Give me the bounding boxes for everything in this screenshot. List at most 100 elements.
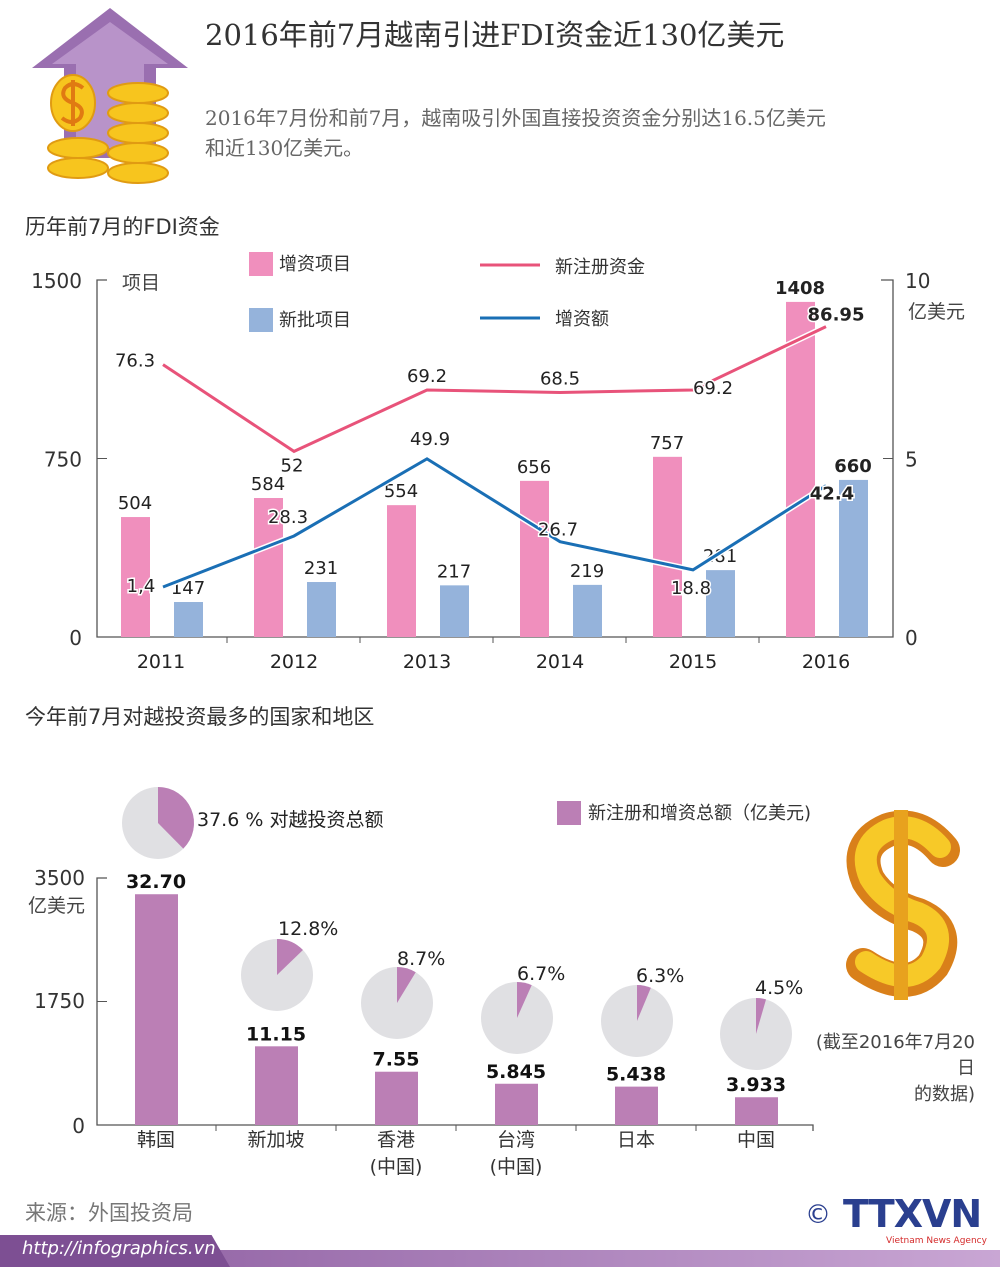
line-label: 18.8 bbox=[671, 578, 711, 599]
line-label: 28.3 bbox=[268, 507, 308, 528]
x-tick-label: (中国) bbox=[370, 1156, 423, 1178]
line-label: 69.2 bbox=[693, 378, 733, 399]
bar-label: 504 bbox=[118, 493, 152, 514]
rising-arrow-coins-icon bbox=[32, 8, 188, 184]
y-axis-label: 亿美元 bbox=[28, 895, 85, 917]
right-tick-label: 10 bbox=[905, 269, 930, 293]
bar-label: 584 bbox=[251, 474, 285, 495]
legend-swatch bbox=[557, 801, 581, 825]
bar-label: 281 bbox=[703, 546, 737, 567]
legend-label: 新批项目 bbox=[279, 310, 351, 331]
subtitle-line-1: 2016年7月份和前7月，越南吸引外国直接投资资金分别达16.5亿美元 bbox=[205, 106, 826, 130]
left-tick-label: 750 bbox=[44, 448, 82, 472]
bar-增资项目 bbox=[387, 505, 416, 637]
legend-label: 新注册资金 bbox=[555, 257, 645, 278]
legend-swatch-增资项目 bbox=[249, 252, 273, 276]
axes bbox=[96, 877, 814, 1131]
ttxvn-logo: TTXVN bbox=[843, 1192, 982, 1236]
right-tick-label: 5 bbox=[905, 448, 918, 472]
x-tick-label: 日本 bbox=[617, 1129, 655, 1151]
bar-label: 660 bbox=[834, 456, 872, 477]
website-link[interactable]: http://infographics.vn bbox=[22, 1238, 216, 1259]
bar-增资项目 bbox=[786, 301, 815, 637]
bar bbox=[255, 1046, 298, 1125]
bar-新批项目 bbox=[307, 582, 336, 637]
y-tick-label: 0 bbox=[72, 1114, 85, 1138]
bar-label: 7.55 bbox=[373, 1049, 420, 1071]
x-tick-label: 韩国 bbox=[137, 1129, 175, 1151]
pie-share-label: 6.7% bbox=[517, 963, 565, 985]
left-axis-label: 项目 bbox=[122, 272, 160, 294]
y-tick-label: 1750 bbox=[34, 989, 85, 1013]
line-label: 52 bbox=[281, 455, 304, 476]
line-新注册资金 bbox=[162, 325, 827, 454]
bar-增资项目 bbox=[254, 498, 283, 637]
line-增资额 bbox=[162, 457, 827, 589]
legend-label: 增资额 bbox=[555, 309, 609, 330]
line-label: 26.7 bbox=[538, 520, 578, 541]
line-label: 49.9 bbox=[410, 429, 450, 450]
bar bbox=[735, 1097, 778, 1125]
pie-slice bbox=[756, 998, 767, 1034]
logo-subtitle: Vietnam News Agency bbox=[884, 1236, 989, 1246]
axes bbox=[96, 279, 894, 638]
legend-swatch-新批项目 bbox=[249, 308, 273, 332]
legend-label: 增资项目 bbox=[279, 254, 351, 275]
x-tick-label: 台湾 bbox=[497, 1129, 535, 1151]
data-date-note: (截至2016年7月20日 的数据) bbox=[800, 1030, 975, 1108]
x-tick-label: 2011 bbox=[137, 651, 185, 673]
bar-label: 5.845 bbox=[486, 1061, 546, 1083]
pie-share-label: 12.8% bbox=[278, 918, 338, 940]
bar-新批项目 bbox=[440, 585, 469, 637]
bar-label: 231 bbox=[304, 558, 338, 579]
bar-增资项目 bbox=[653, 456, 682, 637]
left-tick-label: 1500 bbox=[31, 269, 82, 293]
bar-label: 554 bbox=[384, 481, 418, 502]
bar-label: 217 bbox=[437, 561, 471, 582]
x-tick-label: 2015 bbox=[669, 651, 717, 673]
x-tick-label: 2016 bbox=[802, 651, 850, 673]
line-label: 68.5 bbox=[540, 368, 580, 389]
pie-share-label: 6.3% bbox=[636, 965, 684, 987]
x-tick-label: (中国) bbox=[490, 1156, 543, 1178]
bar-label: 219 bbox=[570, 561, 604, 582]
pie-share-label: 4.5% bbox=[755, 977, 803, 999]
note-line-1: (截至2016年7月20日 bbox=[815, 1032, 975, 1079]
bar bbox=[615, 1086, 658, 1125]
bar-label: 757 bbox=[650, 433, 684, 454]
note-line-2: 的数据) bbox=[913, 1084, 975, 1105]
bar-label: 656 bbox=[517, 457, 551, 478]
footer-band bbox=[0, 1250, 1000, 1267]
bar-增资项目 bbox=[520, 480, 549, 637]
pie-share-label: 37.6 % 对越投资总额 bbox=[197, 809, 383, 831]
page-title: 2016年前7月越南引进FDI资金近130亿美元 bbox=[205, 18, 785, 52]
bar-label: 11.15 bbox=[246, 1023, 306, 1045]
y-tick-label: 3500 bbox=[34, 866, 85, 890]
bar-新批项目 bbox=[573, 584, 602, 637]
bar-label: 5.438 bbox=[606, 1064, 666, 1086]
legend-label: 新注册和增资总额（亿美元) bbox=[588, 803, 811, 824]
line-label: 1,4 bbox=[127, 576, 156, 597]
dollar-sign-icon bbox=[846, 810, 960, 1000]
left-tick-label: 0 bbox=[69, 626, 82, 650]
x-tick-label: 新加坡 bbox=[247, 1129, 304, 1151]
bar-label: 1408 bbox=[775, 278, 825, 299]
line-label: 76.3 bbox=[115, 351, 155, 372]
pie-share-label: 8.7% bbox=[397, 948, 445, 970]
x-tick-label: 2013 bbox=[403, 651, 451, 673]
line-label: 42.4 bbox=[810, 484, 854, 505]
source-text: 来源：外国投资局 bbox=[25, 1201, 193, 1225]
footer-tab bbox=[0, 1235, 230, 1267]
copyright-icon: © bbox=[805, 1200, 831, 1230]
x-tick-label: 中国 bbox=[737, 1129, 775, 1151]
right-axis-label: 亿美元 bbox=[908, 301, 965, 323]
line-label: 86.95 bbox=[808, 305, 865, 326]
subtitle-line-2: 和近130亿美元。 bbox=[205, 136, 364, 160]
pie-slice bbox=[517, 982, 532, 1018]
bar bbox=[495, 1083, 538, 1125]
x-tick-label: 2014 bbox=[536, 651, 584, 673]
chart2-title: 今年前7月对越投资最多的国家和地区 bbox=[25, 705, 375, 729]
line-label: 69.2 bbox=[407, 366, 447, 387]
